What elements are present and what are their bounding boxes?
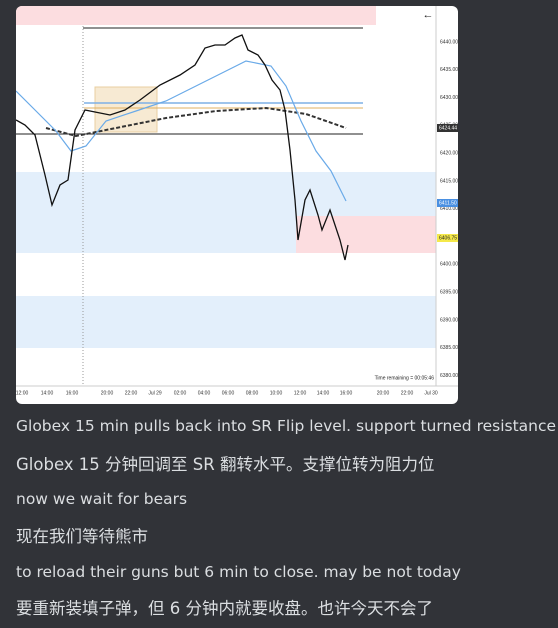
zone: [16, 6, 376, 25]
price-tag: [437, 199, 458, 207]
x-tick-label: 22:00: [401, 390, 414, 396]
x-tick-label: 08:00: [246, 390, 259, 396]
moving-average: [45, 106, 347, 138]
x-tick-label: 16:00: [340, 390, 353, 396]
price-tag-label: 6424.44: [439, 125, 457, 131]
chart-image: ← Time remaining = 00:05:46 6440.00 6435.…: [16, 6, 458, 404]
y-tick-label: 6385.00: [440, 345, 458, 351]
zone: [16, 296, 436, 348]
message-text: to reload their guns but 6 min to close.…: [16, 563, 461, 581]
x-tick-label: 06:00: [222, 390, 235, 396]
x-tick-label: 16:00: [66, 390, 79, 396]
x-tick-label: 20:00: [377, 390, 390, 396]
message-text: 现在我们等待熊市: [16, 527, 148, 546]
message-text: Globex 15 分钟回调至 SR 翻转水平。支撑位转为阻力位: [16, 455, 435, 474]
price-tag-label: 6406.75: [439, 235, 457, 241]
x-tick-label: 12:00: [294, 390, 307, 396]
message-text: 要重新装填子弹，但 6 分钟内就要收盘。也许今天不会了: [16, 599, 433, 618]
message-text: Globex 15 min pulls back into SR Flip le…: [16, 417, 557, 435]
time-remaining: Time remaining = 00:05:46: [375, 375, 435, 381]
y-tick-label: 6400.00: [440, 262, 458, 268]
x-tick-label: 10:00: [270, 390, 283, 396]
y-tick-label: 6395.00: [440, 290, 458, 296]
x-tick-label: 04:00: [198, 390, 211, 396]
moving-average: [16, 60, 347, 202]
x-tick-label: 14:00: [41, 390, 54, 396]
zone: [16, 216, 296, 253]
x-tick-label: 12:00: [16, 390, 28, 396]
y-tick-label: 6410.00: [440, 206, 458, 212]
y-tick-label: 6380.00: [440, 373, 458, 379]
y-tick-label: 6415.00: [440, 178, 458, 184]
x-tick-label: Jul 29: [148, 390, 162, 396]
zone: [16, 172, 436, 216]
back-icon[interactable]: ←: [423, 9, 434, 21]
x-tick-label: 22:00: [125, 390, 138, 396]
y-tick-label: 6435.00: [440, 67, 458, 73]
y-tick-label: 6440.00: [440, 39, 458, 45]
y-tick-label: 6430.00: [440, 95, 458, 101]
x-tick-label: Jul 30: [424, 390, 438, 396]
zone: [296, 216, 436, 253]
x-tick-label: 02:00: [174, 390, 187, 396]
y-tick-label: 6420.00: [440, 151, 458, 157]
x-tick-label: 20:00: [101, 390, 114, 396]
y-tick-label: 6390.00: [440, 317, 458, 323]
price-tag: [437, 124, 458, 132]
x-tick-label: 14:00: [317, 390, 330, 396]
price-tag-label: 6411.50: [439, 200, 457, 206]
message-text: now we wait for bears: [16, 490, 188, 508]
price-path: [16, 34, 349, 261]
price-tag: [437, 234, 458, 242]
